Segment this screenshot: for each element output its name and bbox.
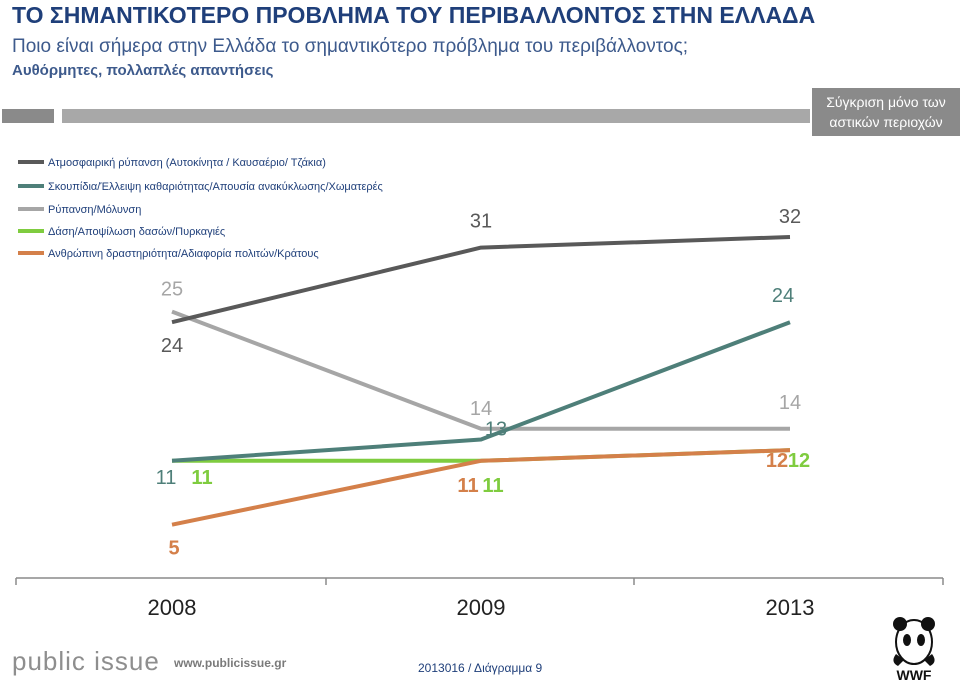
data-label-4-1: 11 bbox=[457, 475, 478, 497]
legend-label-0: Ατμοσφαιρική ρύπανση (Αυτοκίνητα / Καυσα… bbox=[48, 157, 326, 169]
wwf-logo-text: WWF bbox=[897, 667, 932, 683]
series-line-2 bbox=[171, 309, 790, 431]
urban-comparison-box: Σύγκριση μόνο των αστικών περιοχών bbox=[812, 88, 960, 136]
data-label-2-2: 14 bbox=[779, 392, 801, 414]
answer-type-note: Αυθόρμητες, πολλαπλές απαντήσεις bbox=[12, 62, 274, 79]
data-label-4-2: 12 bbox=[766, 450, 788, 472]
footer-url[interactable]: www.publicissue.gr bbox=[174, 656, 287, 670]
data-label-3-1: 11 bbox=[482, 475, 503, 497]
data-label-3-2: 12 bbox=[788, 450, 810, 472]
series-line-0 bbox=[171, 235, 791, 325]
page-subtitle: Ποιο είναι σήμερα στην Ελλάδα το σημαντι… bbox=[12, 36, 689, 57]
header-divider-left bbox=[2, 109, 54, 123]
legend-label-2: Ρύπανση/Μόλυνση bbox=[48, 204, 141, 216]
data-label-0-0: 24 bbox=[161, 335, 183, 357]
legend-label-3: Δάση/Αποψίλωση δασών/Πυρκαγιές bbox=[48, 226, 225, 238]
wwf-panda-logo: WWF bbox=[893, 617, 935, 683]
data-label-0-2: 32 bbox=[779, 206, 801, 228]
urban-comparison-line1: Σύγκριση μόνο των bbox=[826, 94, 946, 110]
data-label-1-2: 24 bbox=[772, 285, 794, 307]
legend-label-4: Ανθρώπινη δραστηριότητα/Αδιαφορία πολιτώ… bbox=[48, 248, 319, 260]
data-label-1-0: 11 bbox=[156, 467, 177, 489]
data-label-1-1: 13 bbox=[485, 418, 507, 440]
legend-label-1: Σκουπίδια/Έλλειψη καθαριότητας/Απουσία α… bbox=[48, 181, 383, 193]
footer-diagram-code: 2013016 / Διάγραμμα 9 bbox=[418, 661, 543, 675]
header-divider-right bbox=[62, 109, 810, 123]
data-label-2-1: 14 bbox=[470, 398, 492, 420]
data-label-3-0: 11 bbox=[191, 467, 212, 489]
publicissue-logo: public issue bbox=[12, 646, 160, 676]
series-line-1 bbox=[171, 320, 791, 463]
x-tick-label-1: 2009 bbox=[457, 595, 506, 620]
page-title: ΤΟ ΣΗΜΑΝΤΙΚΟΤΕΡΟ ΠΡΟΒΛΗΜΑ ΤΟΥ ΠΕΡΙΒΑΛΛΟΝ… bbox=[12, 2, 816, 28]
data-label-2-0: 25 bbox=[161, 279, 183, 301]
x-tick-label-2: 2013 bbox=[766, 595, 815, 620]
x-tick-label-0: 2008 bbox=[148, 595, 197, 620]
series-line-4 bbox=[171, 448, 791, 527]
data-label-4-0: 5 bbox=[168, 538, 179, 560]
data-label-0-1: 31 bbox=[470, 211, 492, 233]
urban-comparison-line2: αστικών περιοχών bbox=[829, 114, 943, 130]
